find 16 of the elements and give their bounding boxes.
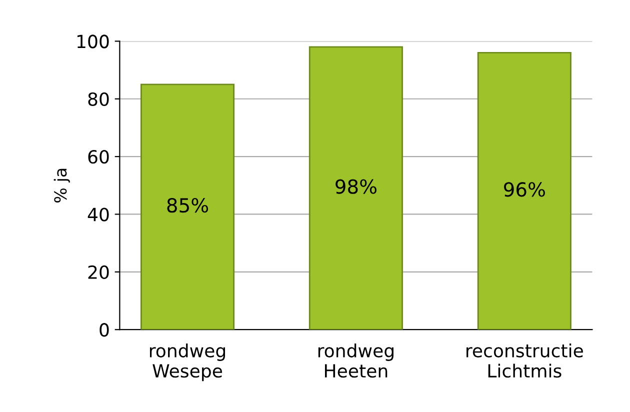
data-label: 98% [336,179,376,194]
data-label: 96% [504,182,545,197]
data-label: 85% [167,198,208,213]
y-tick-label: 20 [88,265,109,280]
x-tick-label: reconstructie Lichtmis [466,343,583,378]
y-tick-label: 40 [88,208,109,222]
y-tick-label: 0 [100,323,109,337]
bar [308,46,403,330]
y-axis-title: % ja [54,168,70,202]
y-tick-label: 60 [88,150,109,164]
bar [140,84,235,330]
x-tick-label: rondweg Wesepe [150,343,226,382]
x-tick-label: rondweg Heeten [318,343,394,378]
y-tick-label: 100 [78,34,109,48]
y-tick-label: 80 [88,92,109,106]
bar [477,52,572,330]
